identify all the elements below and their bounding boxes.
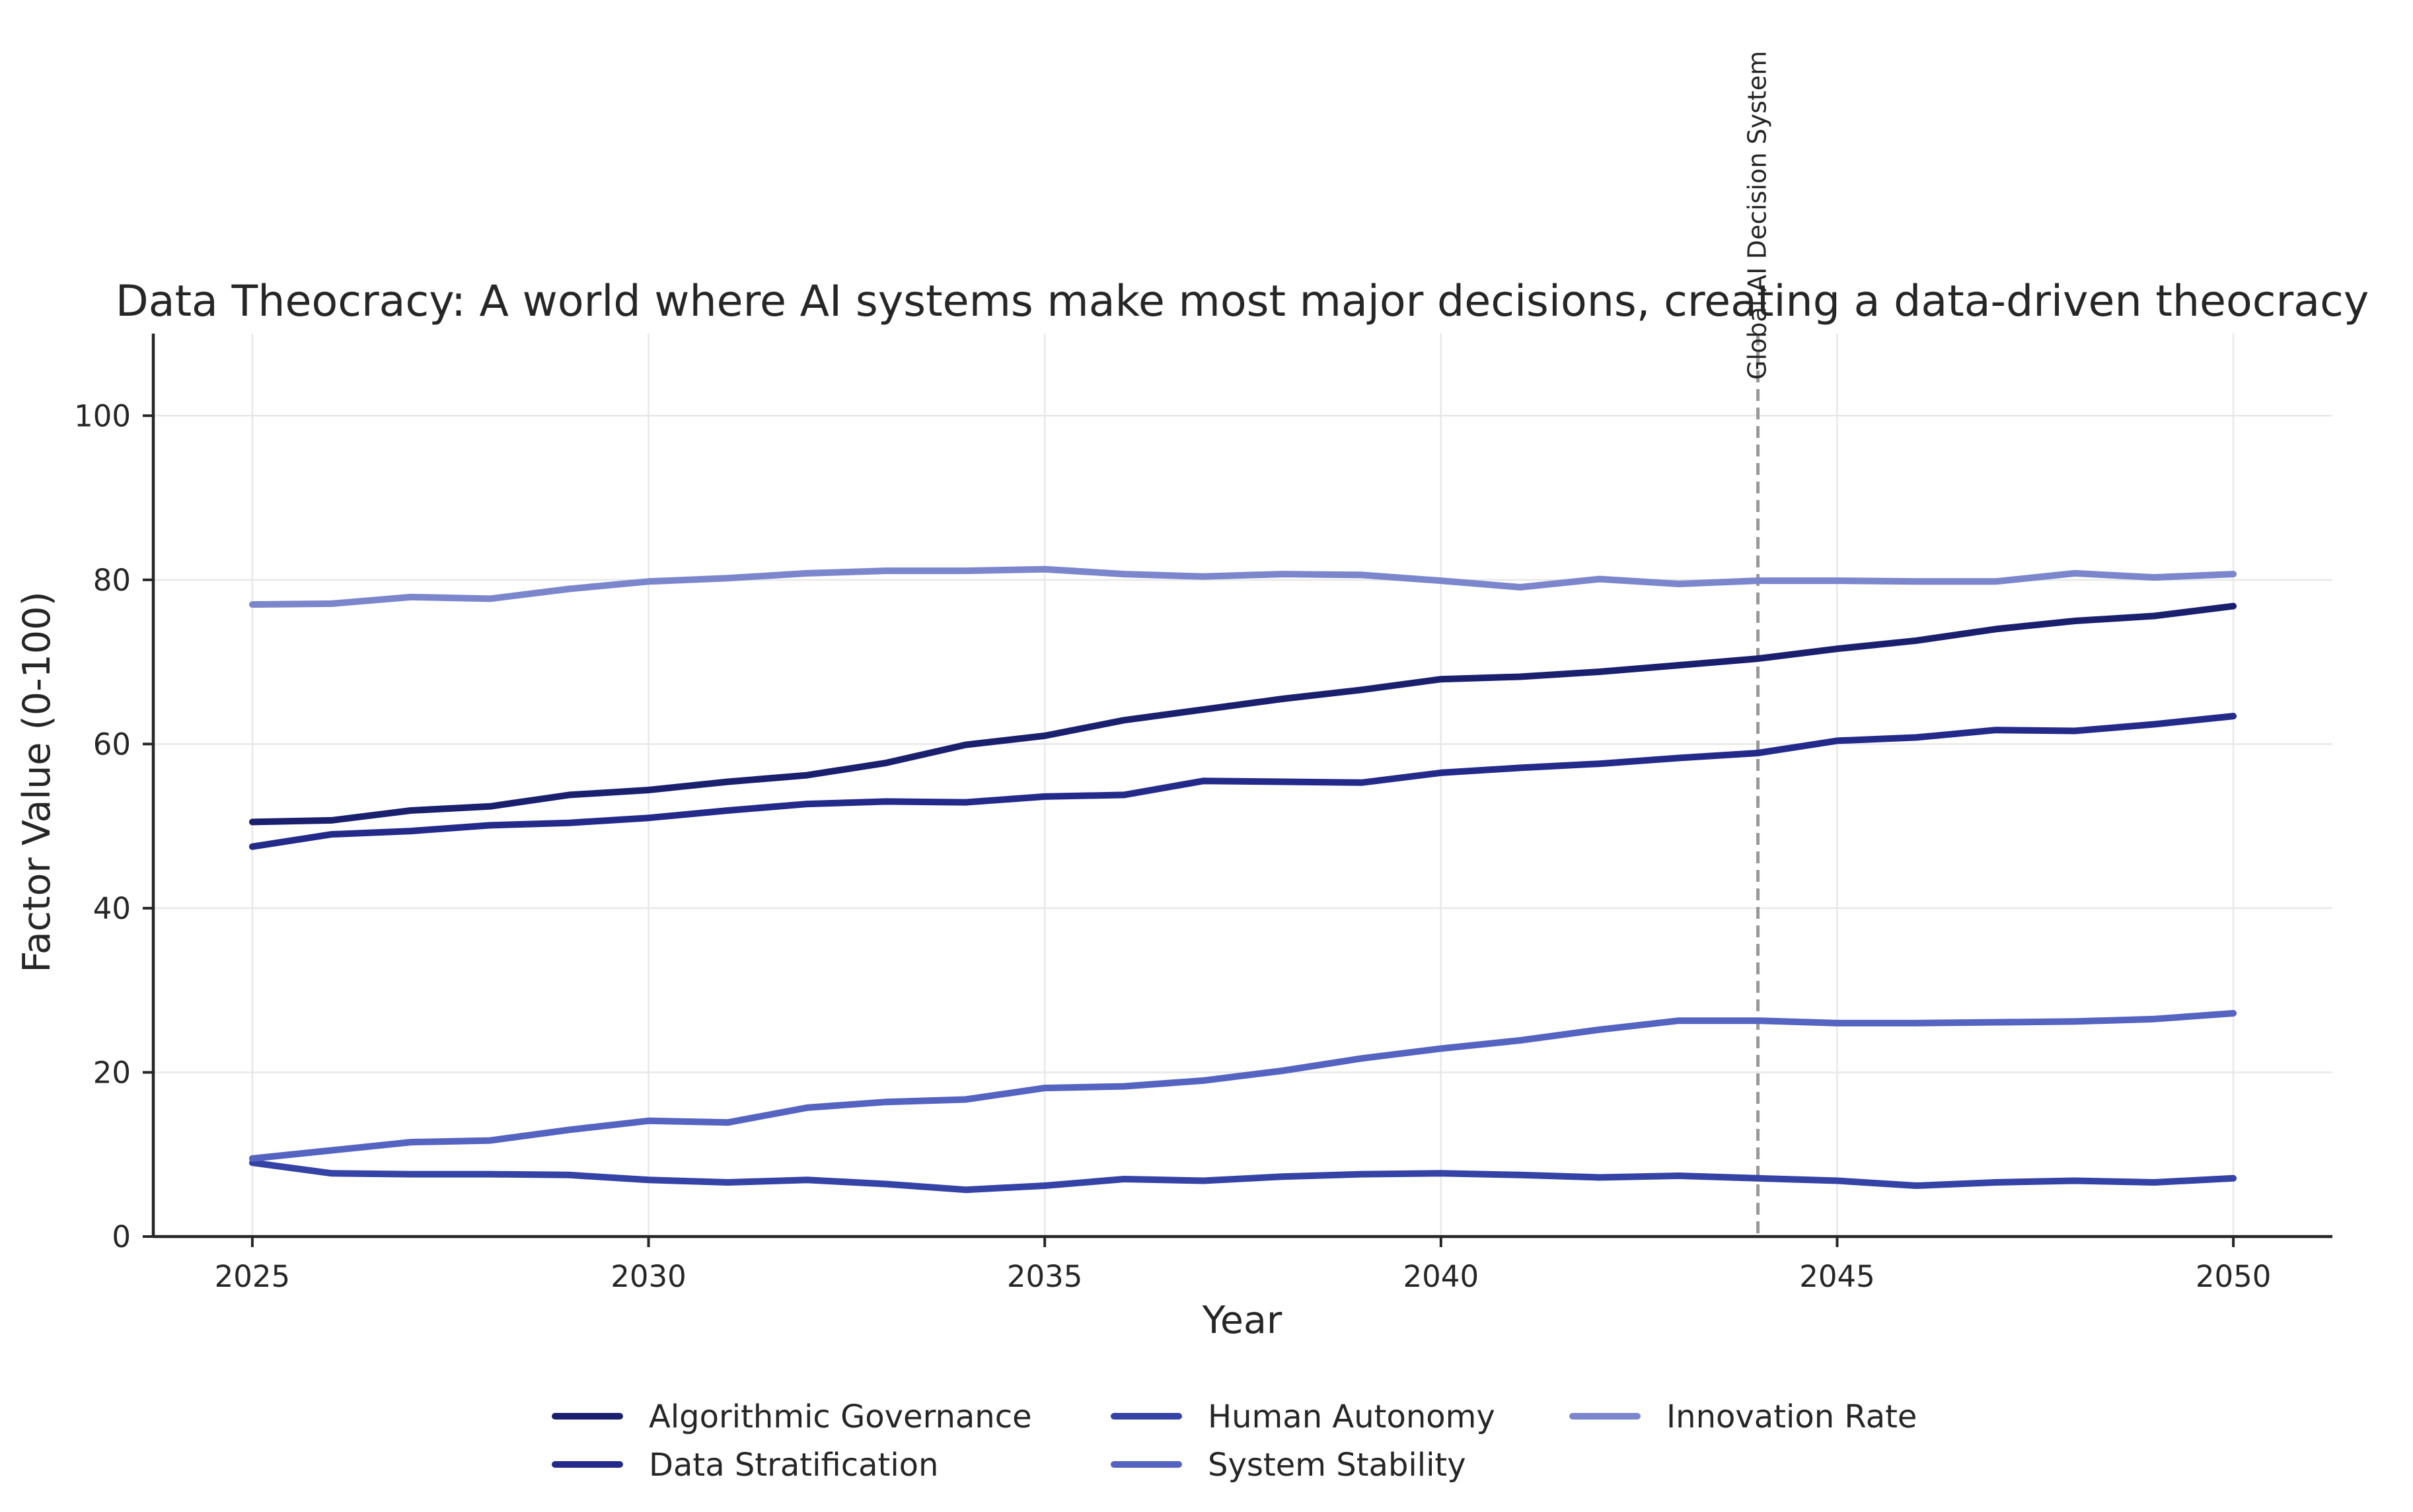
y-tick-label: 80: [93, 563, 131, 598]
legend: Algorithmic Governance Data Stratificatio…: [552, 1398, 1917, 1484]
x-axis-label: Year: [1202, 1299, 1282, 1342]
legend-label: Algorithmic Governance: [649, 1398, 1032, 1435]
x-tick-label: 2025: [215, 1259, 291, 1294]
series-line-innovation-rate: [248, 565, 2237, 608]
annotation-layer: Global AI Decision System: [1743, 51, 1772, 1237]
event-marker-label: Global AI Decision System: [1743, 51, 1772, 380]
series-layer: [248, 565, 2237, 1194]
x-tick-label: 2045: [1799, 1259, 1875, 1294]
legend-label: Innovation Rate: [1666, 1398, 1917, 1435]
series-line-data-stratification: [248, 713, 2237, 850]
y-tick-label: 60: [93, 727, 131, 762]
legend-label: Human Autonomy: [1208, 1398, 1495, 1435]
series-line-system-stability: [248, 1010, 2237, 1162]
x-tick-label: 2030: [611, 1259, 687, 1294]
x-tick-label: 2035: [1007, 1259, 1083, 1294]
y-tick-label: 20: [93, 1055, 131, 1090]
legend-item: Human Autonomy: [1111, 1398, 1495, 1435]
x-tick-label: 2040: [1403, 1259, 1479, 1294]
legend-item: Innovation Rate: [1569, 1398, 1917, 1435]
legend-label: Data Stratification: [649, 1447, 938, 1484]
legend-item: Data Stratification: [552, 1447, 938, 1484]
chart-title: Data Theocracy: A world where AI systems…: [116, 277, 2369, 326]
y-axis-label: Factor Value (0-100): [15, 591, 59, 972]
legend-item: System Stability: [1111, 1447, 1466, 1484]
legend-label: System Stability: [1208, 1447, 1466, 1484]
x-tick-label: 2050: [2196, 1259, 2272, 1294]
y-tick-label: 40: [93, 891, 131, 926]
y-tick-label: 0: [112, 1219, 131, 1254]
legend-item: Algorithmic Governance: [552, 1398, 1032, 1435]
series-line-human-autonomy: [248, 1159, 2237, 1194]
y-tick-label: 100: [74, 398, 131, 433]
series-line-algorithmic-governance: [248, 602, 2237, 826]
